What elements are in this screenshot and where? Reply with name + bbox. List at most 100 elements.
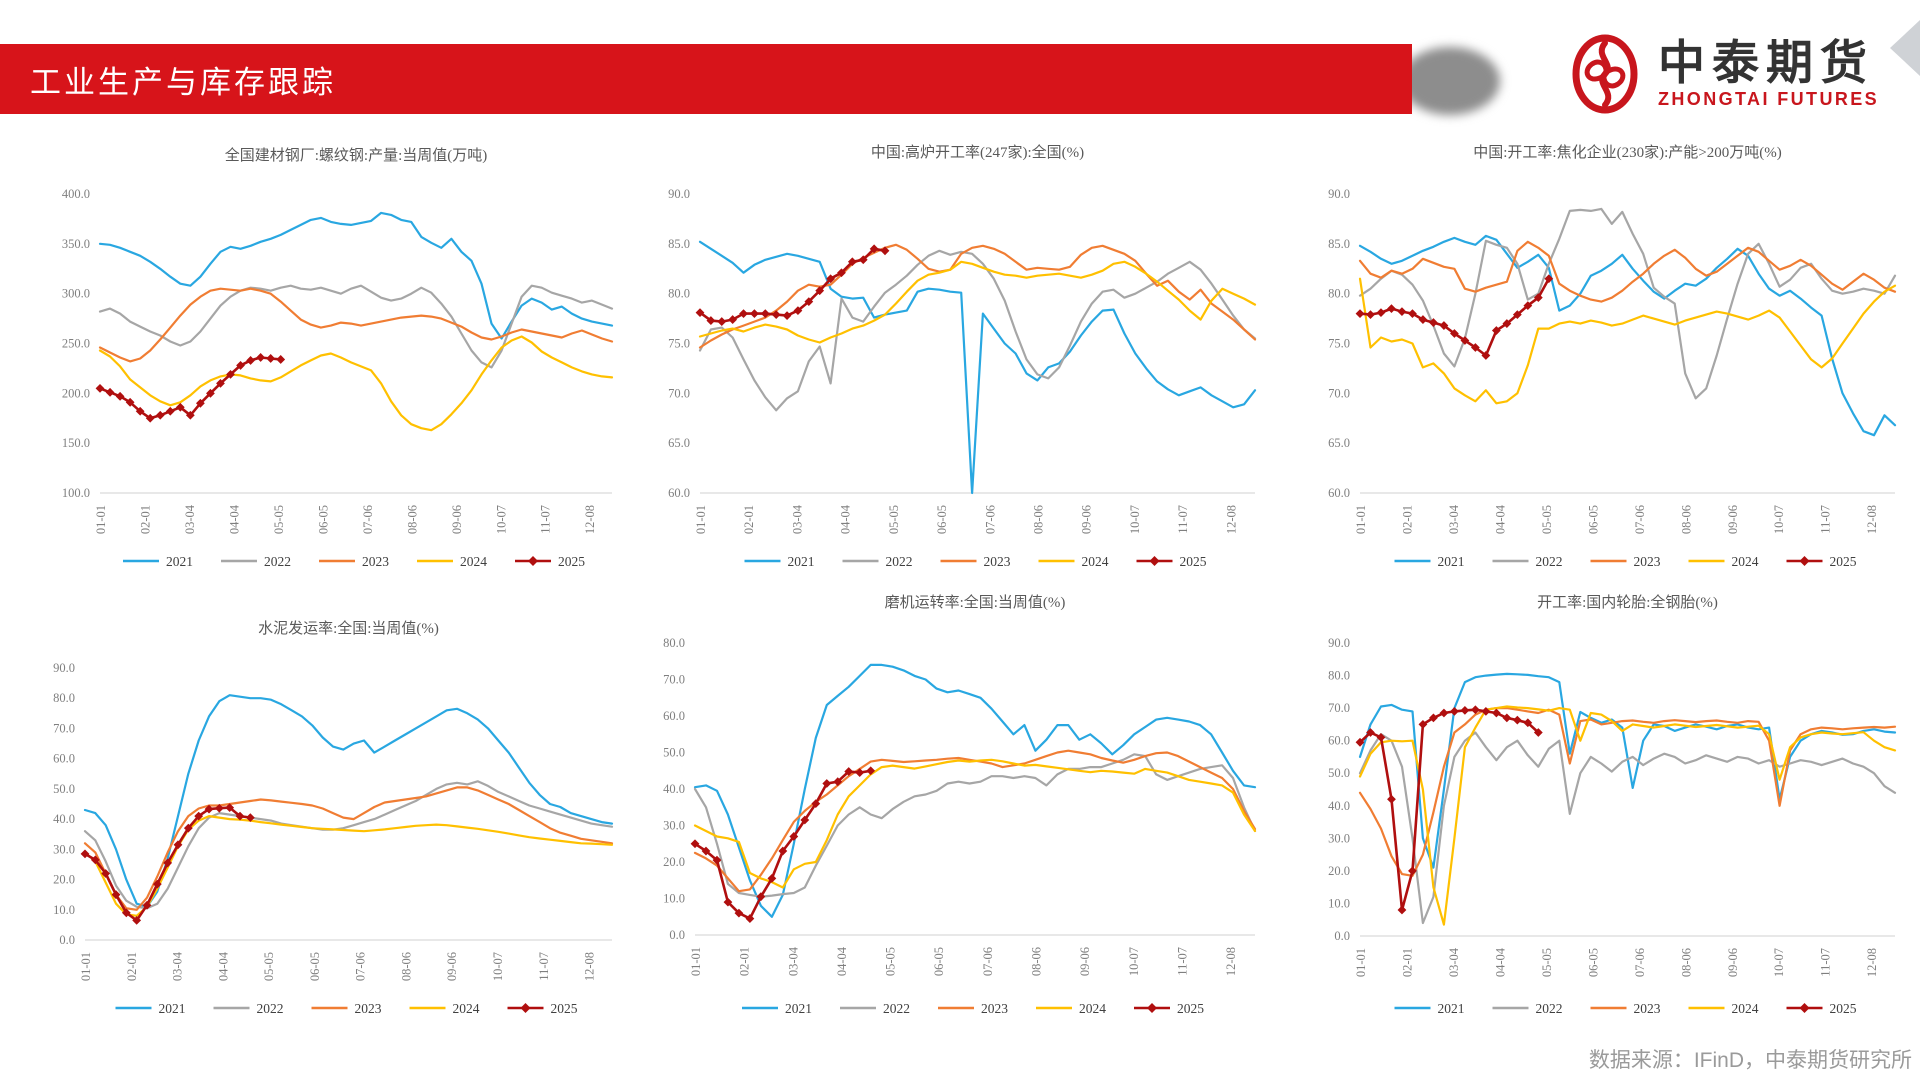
chart-title: 水泥发运率:全国:当周值(%) — [258, 619, 439, 637]
legend-label: 2022 — [1536, 554, 1563, 569]
x-axis-tick-label: 06-05 — [308, 952, 322, 981]
y-axis-tick-label: 90.0 — [668, 187, 690, 201]
legend-label: 2024 — [1732, 1001, 1759, 1016]
series-line-2022 — [1358, 207, 1897, 400]
legend-marker-2025 — [528, 556, 538, 566]
legend-label: 2025 — [1177, 1001, 1204, 1016]
legend-label: 2023 — [355, 1001, 382, 1016]
y-axis-tick-label: 50.0 — [663, 746, 685, 760]
legend-label: 2021 — [159, 1001, 186, 1016]
series-line-2023 — [693, 749, 1257, 893]
x-axis-tick-label: 08-06 — [1031, 505, 1045, 534]
y-axis-tick-label: 65.0 — [668, 436, 690, 450]
legend-label: 2025 — [1180, 554, 1207, 569]
series-markers-2025 — [80, 803, 255, 925]
x-axis-tick-label: 04-04 — [1493, 947, 1507, 977]
y-axis-tick-label: 75.0 — [668, 337, 690, 351]
x-axis-tick-label: 10-07 — [1128, 505, 1142, 534]
legend-label: 2025 — [1830, 554, 1857, 569]
legend-label: 2022 — [886, 554, 913, 569]
x-axis-tick-label: 02-01 — [738, 947, 752, 976]
x-axis-tick-label: 09-06 — [450, 505, 464, 534]
x-axis-tick-label: 12-08 — [1865, 505, 1879, 534]
chart-title: 中国:高炉开工率(247家):全国(%) — [871, 143, 1084, 161]
x-axis-tick-label: 09-06 — [1726, 948, 1740, 977]
x-axis-tick-label: 11-07 — [1819, 505, 1833, 534]
y-axis-tick-label: 80.0 — [53, 691, 75, 705]
x-axis-tick-label: 01-01 — [79, 952, 93, 981]
x-axis-tick-label: 03-04 — [1447, 947, 1461, 977]
series-line-2022 — [83, 780, 614, 910]
legend-label: 2021 — [166, 554, 193, 569]
logo-text-block: 中泰期货 ZHONGTAI FUTURES — [1658, 38, 1879, 109]
x-axis-tick-label: 09-06 — [1078, 947, 1092, 976]
y-axis-tick-label: 350.0 — [62, 237, 90, 251]
corner-chevron-icon — [1890, 20, 1920, 76]
series-line-2022 — [98, 284, 614, 369]
x-axis-tick-label: 03-04 — [1447, 504, 1461, 534]
series-line-2024 — [1358, 277, 1897, 405]
legend-label: 2021 — [1438, 1001, 1465, 1016]
legend-marker-2025 — [1147, 1003, 1157, 1013]
x-axis-tick-label: 01-01 — [1354, 948, 1368, 977]
series-line-2025 — [98, 356, 283, 420]
y-axis-tick-label: 70.0 — [663, 673, 685, 687]
series-line-2024 — [98, 335, 614, 432]
legend-label: 2024 — [1732, 554, 1759, 569]
x-axis-tick-label: 02-01 — [1400, 505, 1414, 534]
y-axis-tick-label: 75.0 — [1328, 337, 1350, 351]
y-axis-tick-label: 60.0 — [668, 486, 690, 500]
x-axis-tick-label: 05-05 — [884, 947, 898, 976]
y-axis-tick-label: 65.0 — [1328, 436, 1350, 450]
x-axis-tick-label: 07-06 — [983, 505, 997, 534]
legend-label: 2023 — [1634, 1001, 1661, 1016]
y-axis-tick-label: 70.0 — [1328, 386, 1350, 400]
chart-coking-rate: 中国:开工率:焦化企业(230家):产能>200万吨(%) 90.0 85.0 80.… — [1328, 143, 1897, 569]
legend-label: 2023 — [1634, 554, 1661, 569]
y-axis-tick-label: 70.0 — [668, 386, 690, 400]
x-axis-tick-label: 04-04 — [216, 951, 230, 981]
x-axis-tick-label: 06-05 — [935, 505, 949, 534]
series-line-2023 — [83, 786, 614, 911]
x-axis-tick-label: 03-04 — [786, 946, 800, 976]
legend-label: 2024 — [453, 1001, 480, 1016]
legend-label: 2022 — [264, 554, 291, 569]
x-axis-tick-label: 09-06 — [445, 952, 459, 981]
series-line-2024 — [698, 260, 1257, 344]
title-banner: 工业生产与库存跟踪 — [0, 44, 1412, 114]
y-axis-tick-label: 30.0 — [663, 819, 685, 833]
data-source-note: 数据来源：IFinD，中泰期货研究所 — [1588, 1049, 1912, 1072]
banner-shadow-ellipse — [1400, 47, 1500, 115]
legend-label: 2024 — [1079, 1001, 1106, 1016]
page-title: 工业生产与库存跟踪 — [30, 64, 336, 100]
y-axis-tick-label: 80.0 — [663, 636, 685, 650]
y-axis-tick-label: 85.0 — [668, 237, 690, 251]
y-axis-tick-label: 60.0 — [1328, 486, 1350, 500]
y-axis-tick-label: 30.0 — [53, 842, 75, 856]
x-axis-tick-label: 05-05 — [1540, 505, 1554, 534]
x-axis-tick-label: 10-07 — [494, 505, 508, 534]
series-line-2024 — [1358, 705, 1897, 926]
legend-label: 2022 — [257, 1001, 284, 1016]
series-line-2021 — [83, 694, 614, 908]
y-axis-tick-label: 0.0 — [59, 933, 75, 947]
legend-label: 2022 — [1536, 1001, 1563, 1016]
x-axis-tick-label: 04-04 — [1493, 504, 1507, 534]
y-axis-tick-label: 40.0 — [53, 812, 75, 826]
x-axis-tick-label: 05-05 — [272, 505, 286, 534]
logo-emblem-icon — [1572, 34, 1638, 114]
y-axis-tick-label: 90.0 — [53, 661, 75, 675]
legend-marker-2025 — [1149, 556, 1160, 566]
x-axis-tick-label: 01-01 — [1354, 505, 1368, 534]
y-axis-tick-label: 60.0 — [53, 752, 75, 766]
chart-blast-furnace-rate: 中国:高炉开工率(247家):全国(%) 90.0 85.0 80.0 75.0 70.0… — [668, 143, 1257, 569]
series-line-2024 — [83, 814, 614, 917]
x-axis-tick-label: 12-08 — [1865, 948, 1879, 977]
legend-label: 2025 — [558, 554, 585, 569]
y-axis-tick-label: 60.0 — [663, 709, 685, 723]
y-axis-tick-label: 150.0 — [62, 436, 90, 450]
series-line-2024 — [693, 758, 1257, 889]
legend-label: 2024 — [1082, 554, 1109, 569]
legend-label: 2025 — [551, 1001, 578, 1016]
